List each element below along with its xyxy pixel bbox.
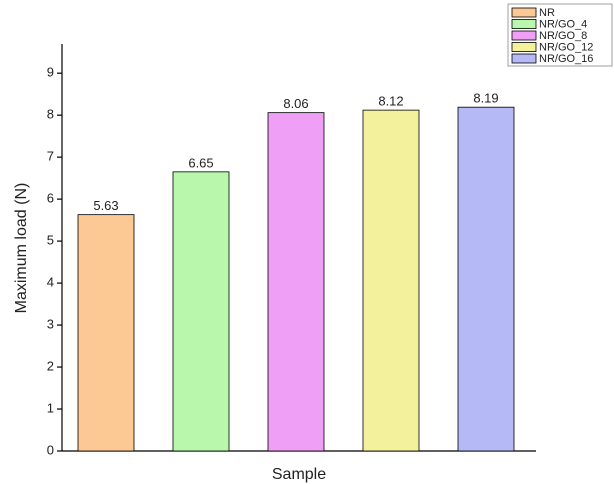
y-axis-label: Maximum load (N) [13, 183, 30, 314]
y-tick-label: 5 [47, 233, 54, 248]
bar [457, 106, 515, 452]
bar [362, 109, 420, 452]
legend-swatch [511, 42, 537, 52]
legend-label: NR/GO_16 [539, 53, 593, 65]
y-tick-label: 2 [47, 358, 54, 373]
legend-swatch [511, 19, 537, 29]
legend-label: NR/GO_12 [539, 41, 593, 53]
legend-label: NR/GO_8 [539, 30, 587, 42]
x-axis-label: Sample [272, 466, 326, 483]
y-tick-label: 8 [47, 107, 54, 122]
y-tick-label: 9 [47, 65, 54, 80]
bar [172, 171, 230, 452]
data-label: 8.06 [283, 96, 308, 111]
y-tick-label: 3 [47, 317, 54, 332]
data-label: 8.19 [473, 91, 498, 106]
y-tick-label: 4 [47, 275, 54, 290]
y-tick-label: 1 [47, 400, 54, 415]
y-tick-label: 6 [47, 191, 54, 206]
legend-swatch [511, 53, 537, 64]
bar [267, 112, 325, 452]
legend-label: NR [539, 7, 555, 19]
legend-swatch [511, 30, 537, 41]
legend-swatch [511, 7, 537, 18]
data-label: 8.12 [378, 94, 403, 109]
y-tick-label: 0 [47, 442, 54, 457]
legend-label: NR/GO_4 [539, 18, 587, 30]
y-tick-label: 7 [47, 149, 54, 164]
bar [77, 214, 135, 452]
data-label: 6.65 [188, 155, 213, 170]
data-label: 5.63 [93, 198, 118, 213]
